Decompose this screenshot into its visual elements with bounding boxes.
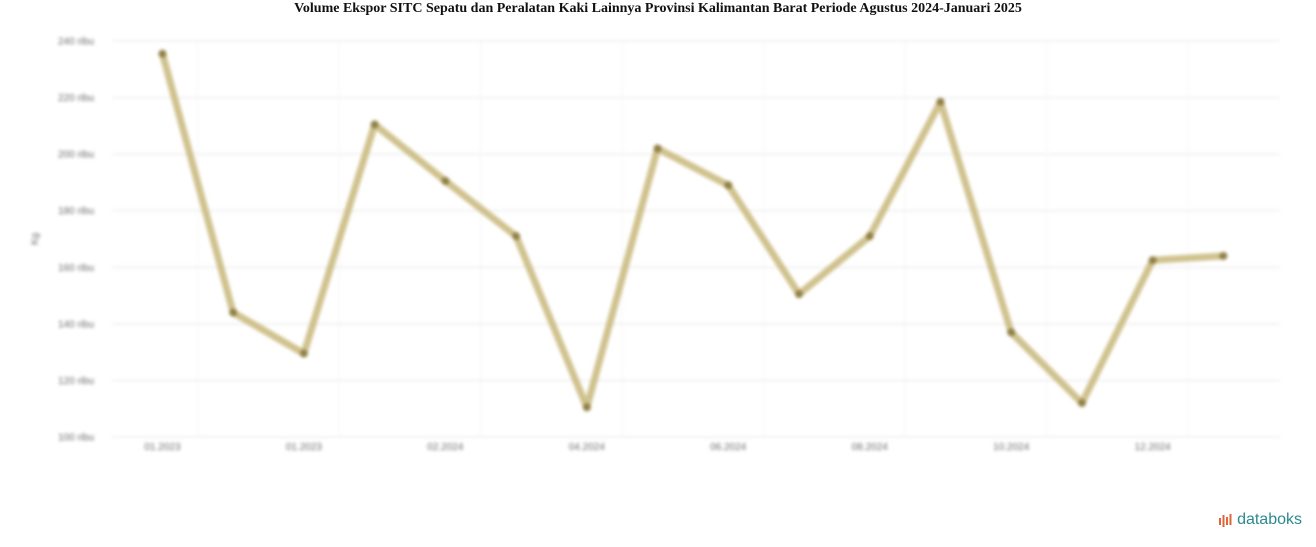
y-tick-label: 240 ribu <box>58 37 94 48</box>
data-point <box>1219 251 1228 260</box>
data-point <box>795 290 804 299</box>
data-point <box>512 232 521 241</box>
data-point <box>299 349 308 358</box>
x-gridlines <box>197 41 1189 437</box>
data-point <box>1077 399 1086 408</box>
data-point <box>370 120 379 129</box>
data-point <box>653 144 662 153</box>
series-line <box>158 50 1227 411</box>
x-axis-ticks: 01.2023 01.2023 02.2024 04.2024 06.2024 08.20… <box>144 442 1171 453</box>
y-axis-ticks: 100 ribu 120 ribu 140 ribu 160 ribu 180 ribu… <box>58 37 94 444</box>
y-tick-label: 120 ribu <box>58 376 94 387</box>
y-tick-label: 200 ribu <box>58 150 94 161</box>
data-point <box>724 181 733 190</box>
databoks-logo-icon <box>1219 514 1232 527</box>
y-tick-label: 180 ribu <box>58 206 94 217</box>
data-point <box>936 97 945 106</box>
series-points-group <box>158 49 1228 412</box>
data-point <box>582 403 591 412</box>
x-tick-label: 08.2024 <box>852 442 889 453</box>
data-point <box>1007 328 1016 337</box>
data-point <box>158 49 167 58</box>
data-point <box>229 308 238 317</box>
databoks-brand: databoks <box>1218 511 1302 529</box>
data-point <box>1148 256 1157 265</box>
x-tick-label: 12.2024 <box>1135 442 1172 453</box>
y-tick-label: 140 ribu <box>58 319 94 330</box>
brand-name: databoks <box>1237 511 1302 528</box>
x-tick-label: 06.2024 <box>710 442 747 453</box>
data-point <box>441 177 450 186</box>
x-tick-label: 01.2023 <box>144 442 181 453</box>
x-tick-label: 04.2024 <box>569 442 606 453</box>
y-axis-label: Kg <box>30 233 41 245</box>
chart-title: Volume Ekspor SITC Sepatu dan Peralatan … <box>294 1 1022 16</box>
x-tick-label: 01.2023 <box>286 442 323 453</box>
y-tick-label: 160 ribu <box>58 263 94 274</box>
series-line-group <box>158 50 1227 411</box>
x-tick-label: 10.2024 <box>993 442 1030 453</box>
x-tick-label: 02.2024 <box>427 442 464 453</box>
data-point <box>865 232 874 241</box>
y-tick-label: 220 ribu <box>58 93 94 104</box>
y-gridlines <box>112 40 1280 438</box>
y-tick-label: 100 ribu <box>58 433 94 444</box>
plot-area: 100 ribu 120 ribu 140 ribu 160 ribu 180 ribu… <box>30 37 1280 453</box>
